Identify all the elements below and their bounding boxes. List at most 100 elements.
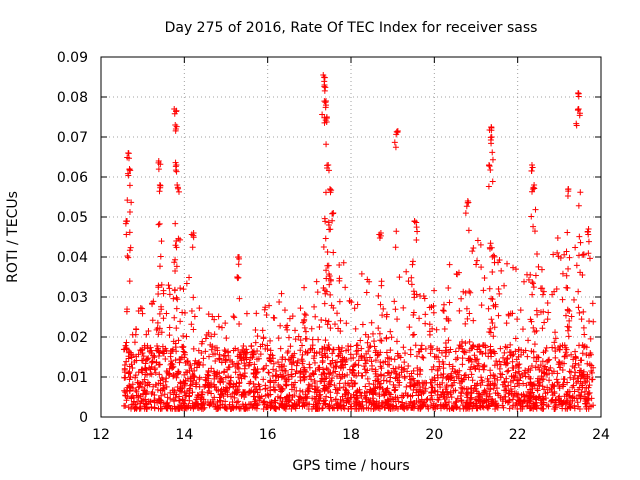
data-point [143,405,150,412]
data-point [368,319,375,326]
data-point [350,367,357,374]
data-point [261,365,268,372]
data-point [502,393,509,400]
data-point [210,368,217,375]
data-point [417,293,424,300]
data-point [222,374,229,381]
data-point [587,335,594,342]
peak-tail-point [155,345,162,352]
data-point [409,332,416,339]
peak-tail-point [323,385,330,392]
data-point [285,334,292,341]
data-point [166,291,173,298]
peak-tail-point [172,340,179,347]
data-point [368,358,375,365]
data-point [299,342,306,349]
data-points [120,72,597,412]
peak-tail-point [172,256,179,263]
data-point [179,396,186,403]
data-point [348,299,355,306]
data-point [180,332,187,339]
data-point [319,405,326,412]
data-point [252,327,259,334]
peak-tail-point [529,385,536,392]
data-point [470,317,477,324]
data-point [519,371,526,378]
data-point [417,383,424,390]
data-point [420,354,427,361]
peak-tail-point [323,365,330,372]
peak-tail-point [173,263,180,270]
data-point [550,251,557,258]
data-point [533,307,540,314]
data-point [173,305,180,312]
data-point [223,356,230,363]
peak-point [175,188,182,195]
data-point [513,356,520,363]
data-point [534,251,541,258]
data-point [336,298,343,305]
data-point [135,380,142,387]
data-point [306,361,313,368]
data-point [141,344,148,351]
data-point [535,375,542,382]
data-point [163,400,170,407]
peak-point [330,210,337,217]
data-point [254,333,261,340]
data-point [552,396,559,403]
data-point [231,314,238,321]
data-point [446,299,453,306]
peak-tail-point [486,244,493,251]
data-point [237,371,244,378]
data-point [335,387,342,394]
peak-tail-point [531,341,538,348]
peak-point [157,161,164,168]
data-point [466,288,473,295]
data-point [235,346,242,353]
data-point [247,378,254,385]
data-point [271,315,278,322]
data-point [246,359,253,366]
data-point [151,391,158,398]
peak-tail-point [124,197,131,204]
data-point [444,388,451,395]
data-point [162,378,169,385]
data-point [128,354,135,361]
data-point [393,338,400,345]
data-point [184,388,191,395]
peak-tail-point [124,306,131,313]
data-point [445,284,452,291]
data-point [272,387,279,394]
data-point [148,359,155,366]
data-point [222,357,229,364]
data-point [227,393,234,400]
data-point [342,387,349,394]
chart-title: Day 275 of 2016, Rate Of TEC Index for r… [165,20,538,36]
data-point [331,382,338,389]
data-point [337,375,344,382]
data-point [537,379,544,386]
data-point [302,328,309,335]
data-point [158,329,165,336]
data-point [266,399,273,406]
data-point [581,393,588,400]
data-point [352,361,359,368]
data-point [469,248,476,255]
peak-tail-point [173,325,180,332]
data-point [551,339,558,346]
peak-point [529,164,536,171]
data-point [478,264,485,271]
data-point [541,319,548,326]
data-point [437,391,444,398]
data-point [458,375,465,382]
data-point [312,367,319,374]
data-point [527,405,534,412]
data-point [566,317,573,324]
peak-tail-point [487,240,494,247]
data-point [515,346,522,353]
peak-tail-point [393,228,400,235]
data-point [540,369,547,376]
peak-tail-point [485,396,492,403]
peak-point [575,106,582,113]
data-point [396,374,403,381]
